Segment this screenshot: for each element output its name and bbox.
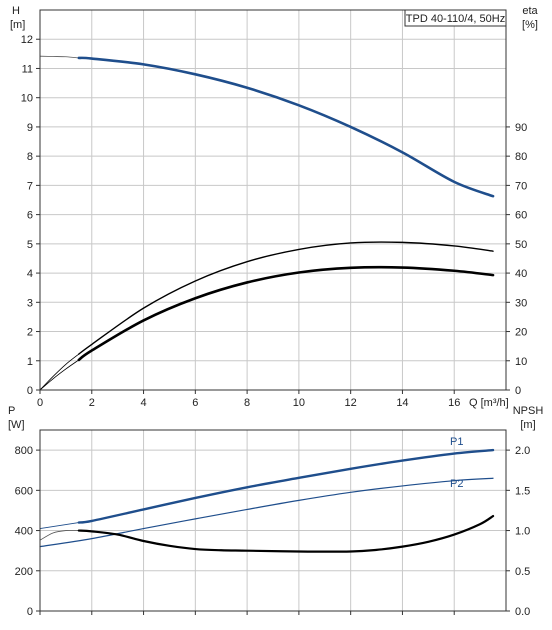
series-line-p2 — [39, 477, 494, 548]
x-tick-label: 16 — [448, 397, 460, 409]
head-chart-frame — [39, 9, 507, 391]
left-tick-label: 10 — [21, 93, 33, 105]
left-tick-label: 11 — [22, 63, 33, 75]
power-chart-ticks: 0 200 400 600 800 0.0 0.5 1.0 1.5 2.0 — [15, 445, 531, 618]
head-chart-series — [39, 55, 495, 391]
x-tick-label: 0 — [37, 397, 43, 409]
right-tick-label: 2.0 — [515, 445, 530, 457]
power-axis-unit: [W] — [8, 419, 25, 431]
chart-title-box — [404, 9, 507, 27]
left-tick-label: 8 — [27, 151, 33, 163]
head-axis-unit: [m] — [10, 19, 25, 31]
series-line-head — [77, 56, 495, 198]
npsh-axis-unit: [m] — [520, 419, 535, 431]
series-line-eff-thin-a — [39, 353, 80, 391]
left-tick-label: 5 — [27, 239, 33, 251]
x-tick-label: 4 — [140, 397, 146, 409]
series-label-p1: P1 — [450, 436, 463, 448]
chart-title: TPD 40-110/4, 50Hz — [406, 13, 505, 25]
series-line-eff-thin-b — [39, 359, 80, 391]
left-tick-label: 0 — [27, 606, 33, 618]
series-line-p1 — [77, 448, 495, 524]
power-axis-label: P — [8, 405, 15, 417]
right-tick-label: 60 — [515, 210, 527, 222]
x-tick-label: 8 — [244, 397, 250, 409]
left-tick-label: 400 — [15, 526, 33, 538]
series-label-p2: P2 — [450, 478, 463, 490]
series-line-head-thin — [39, 55, 80, 59]
right-tick-label: 40 — [515, 268, 527, 280]
x-tick-label: 2 — [89, 397, 95, 409]
left-tick-label: 6 — [27, 210, 33, 222]
right-tick-label: 1.0 — [515, 526, 530, 538]
series-line-eff-lower — [77, 265, 495, 362]
left-tick-label: 1 — [27, 356, 33, 368]
left-tick-label: 9 — [27, 122, 33, 134]
power-chart-series — [39, 448, 495, 553]
right-tick-label: 90 — [515, 122, 527, 134]
flow-axis-label: Q [m³/h] — [469, 397, 509, 409]
efficiency-axis-unit: [%] — [522, 19, 538, 31]
right-tick-label: 0 — [515, 385, 521, 397]
head-chart-grid — [40, 10, 506, 390]
series-line-npsh-thin — [39, 529, 80, 541]
power-chart-grid — [40, 430, 506, 611]
right-tick-label: 10 — [515, 356, 527, 368]
left-tick-label: 200 — [15, 566, 33, 578]
series-line-npsh — [77, 514, 495, 553]
head-axis-label: H — [12, 5, 20, 17]
right-tick-label: 1.5 — [515, 485, 530, 497]
left-tick-label: 600 — [15, 485, 33, 497]
x-tick-label: 10 — [293, 397, 305, 409]
left-tick-label: 4 — [27, 268, 33, 280]
right-tick-label: 0.5 — [515, 566, 530, 578]
right-tick-label: 0.0 — [515, 606, 530, 618]
right-tick-label: 50 — [515, 239, 527, 251]
series-line-eff-upper — [78, 241, 494, 355]
power-chart-frame — [39, 429, 507, 612]
left-tick-label: 2 — [27, 327, 33, 339]
left-tick-label: 0 — [27, 385, 33, 397]
right-tick-label: 30 — [515, 297, 527, 309]
right-tick-label: 80 — [515, 151, 527, 163]
right-tick-label: 20 — [515, 327, 527, 339]
x-tick-label: 6 — [192, 397, 198, 409]
x-tick-label: 14 — [396, 397, 408, 409]
x-tick-label: 12 — [345, 397, 357, 409]
npsh-axis-label: NPSH — [513, 405, 544, 417]
head-chart-ticks: 0 2 4 6 8 10 12 14 16012345678910111201020304050… — [21, 34, 528, 409]
efficiency-axis-label: eta — [522, 5, 538, 17]
right-tick-label: 70 — [515, 180, 527, 192]
left-tick-label: 800 — [15, 445, 33, 457]
left-tick-label: 7 — [27, 180, 33, 192]
left-tick-label: 12 — [21, 34, 33, 46]
series-line-p-thin — [39, 522, 80, 529]
left-tick-label: 3 — [27, 297, 33, 309]
